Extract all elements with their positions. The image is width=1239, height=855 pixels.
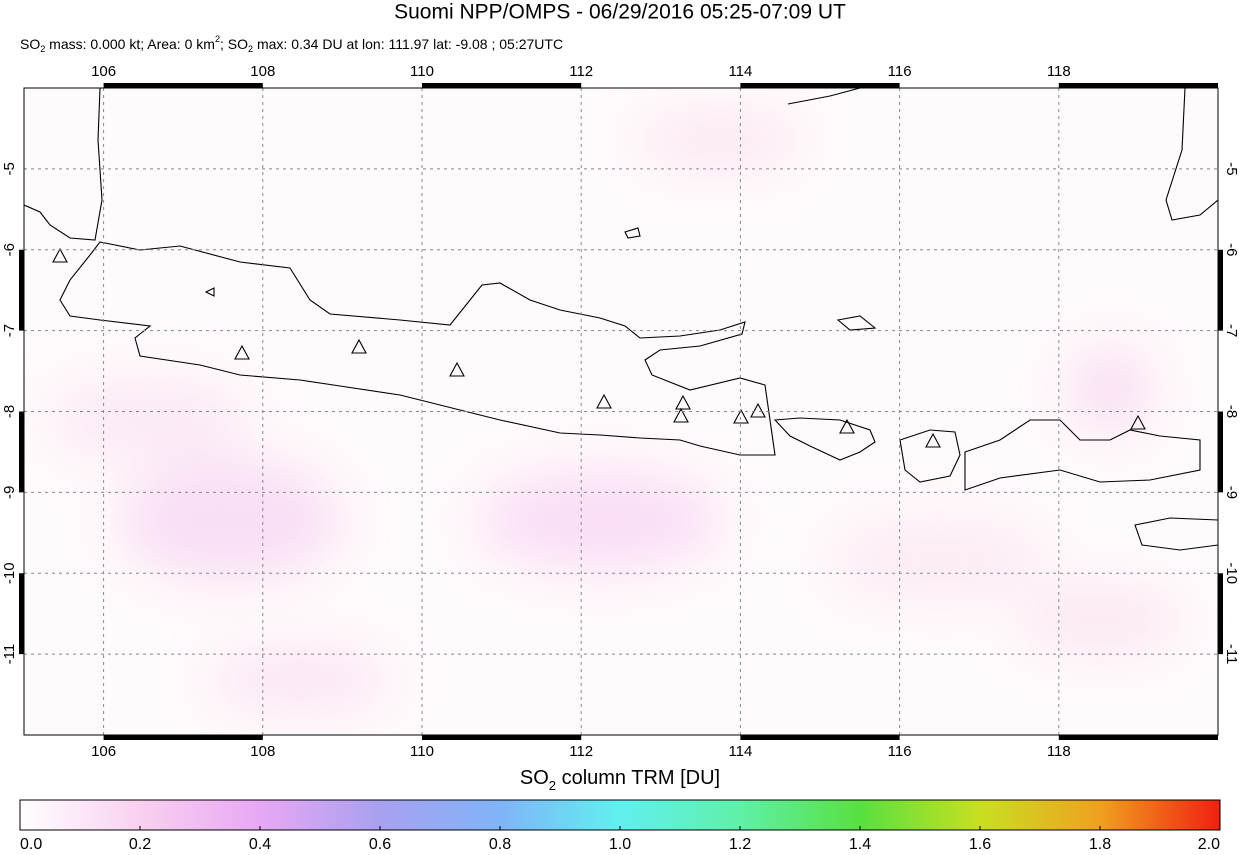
subtitle: SO2 mass: 0.000 kt; Area: 0 km2; SO2 max… [20, 34, 563, 54]
lat-tick-label: -7 [1, 324, 18, 337]
border-segment [19, 411, 24, 493]
lat-tick-label: -9 [1223, 486, 1239, 499]
border-segment [1218, 249, 1223, 331]
border-segment [1058, 735, 1218, 740]
axes: 106 106 108 108 110 110 112 112 114 114 116 116 118 1… [1, 63, 1239, 760]
lat-tick-label: -5 [1, 162, 18, 175]
colorbar-tick-label: 1.6 [969, 836, 991, 853]
lon-tick-label: 114 [728, 63, 752, 80]
script-text: 2 [40, 44, 45, 54]
colorbar-tick-label: 1.8 [1089, 836, 1111, 853]
border-segment [422, 83, 582, 88]
border-segment [1218, 573, 1223, 655]
border-segment [103, 83, 263, 88]
lon-tick-label: 110 [410, 743, 434, 760]
colorbar-tick-label: 1.2 [729, 836, 751, 853]
lon-tick-label: 118 [1047, 743, 1071, 760]
text-part: max: 0.34 DU at lon: 111.97 lat: -9.08 ;… [253, 36, 563, 52]
lat-tick-label: -8 [1223, 405, 1239, 418]
lat-tick-label: -10 [1, 562, 18, 584]
border-segment [740, 735, 900, 740]
lon-tick-label: 110 [410, 63, 434, 80]
lat-tick-label: -9 [1, 486, 18, 499]
lat-tick-label: -11 [1, 644, 18, 665]
colorbar-tick-label: 2.0 [1198, 836, 1220, 853]
lat-tick-label: -10 [1223, 562, 1239, 584]
lat-tick-label: -6 [1223, 243, 1239, 256]
text-part: SO [520, 767, 549, 789]
script-text: 2 [248, 44, 253, 54]
colorbar-tick-label: 1.0 [609, 836, 631, 853]
colorbar-tick-label: 1.4 [849, 836, 871, 853]
border-segment [1058, 83, 1218, 88]
colorbar-tick-label: 0.2 [129, 836, 151, 853]
text-part: mass: 0.000 kt; Area: 0 km [45, 36, 215, 52]
border-segment [740, 83, 900, 88]
lon-tick-label: 106 [91, 743, 116, 760]
text-part: SO [20, 36, 40, 52]
border-segment [422, 735, 582, 740]
lon-tick-label: 118 [1047, 63, 1071, 80]
colorbar-label: SO2 column TRM [DU] [520, 767, 720, 793]
border-segment [1218, 411, 1223, 493]
text-part: ; SO [220, 36, 248, 52]
lon-tick-label: 112 [569, 63, 593, 80]
lon-tick-label: 108 [250, 743, 275, 760]
script-text: 2 [215, 34, 220, 44]
volcanoes [52, 247, 1146, 448]
border-segment [19, 573, 24, 655]
lon-tick-label: 114 [728, 743, 752, 760]
map-frame [23, 87, 1219, 736]
title: Suomi NPP/OMPS - 06/29/2016 05:25-07:09 … [394, 1, 846, 24]
lat-tick-label: -8 [1, 405, 18, 418]
coastlines [24, 88, 1218, 551]
border-segment [103, 735, 263, 740]
colorbar-tick-label: 0.0 [20, 836, 42, 853]
colorbar-tick-label: 0.8 [489, 836, 511, 853]
border-segment [19, 249, 24, 331]
lat-tick-label: -6 [1, 243, 18, 256]
lon-tick-label: 112 [569, 743, 593, 760]
script-text: 2 [549, 778, 556, 793]
text-part: column TRM [DU] [556, 767, 720, 789]
colorbar-ticks: 0.0 0.2 0.4 0.6 0.8 1.0 1.2 1.4 1.6 1.8 2.0 [19, 826, 1221, 853]
lon-tick-label: 106 [91, 63, 116, 80]
lon-tick-label: 116 [888, 63, 912, 80]
lon-tick-label: 108 [250, 63, 275, 80]
lon-tick-label: 116 [888, 743, 912, 760]
lat-tick-label: -7 [1223, 324, 1239, 337]
colorbar [19, 799, 1221, 831]
colorbar-tick-label: 0.4 [249, 836, 271, 853]
colorbar-tick-label: 0.6 [369, 836, 391, 853]
lat-tick-label: -5 [1223, 162, 1239, 175]
lat-tick-label: -11 [1223, 644, 1239, 665]
